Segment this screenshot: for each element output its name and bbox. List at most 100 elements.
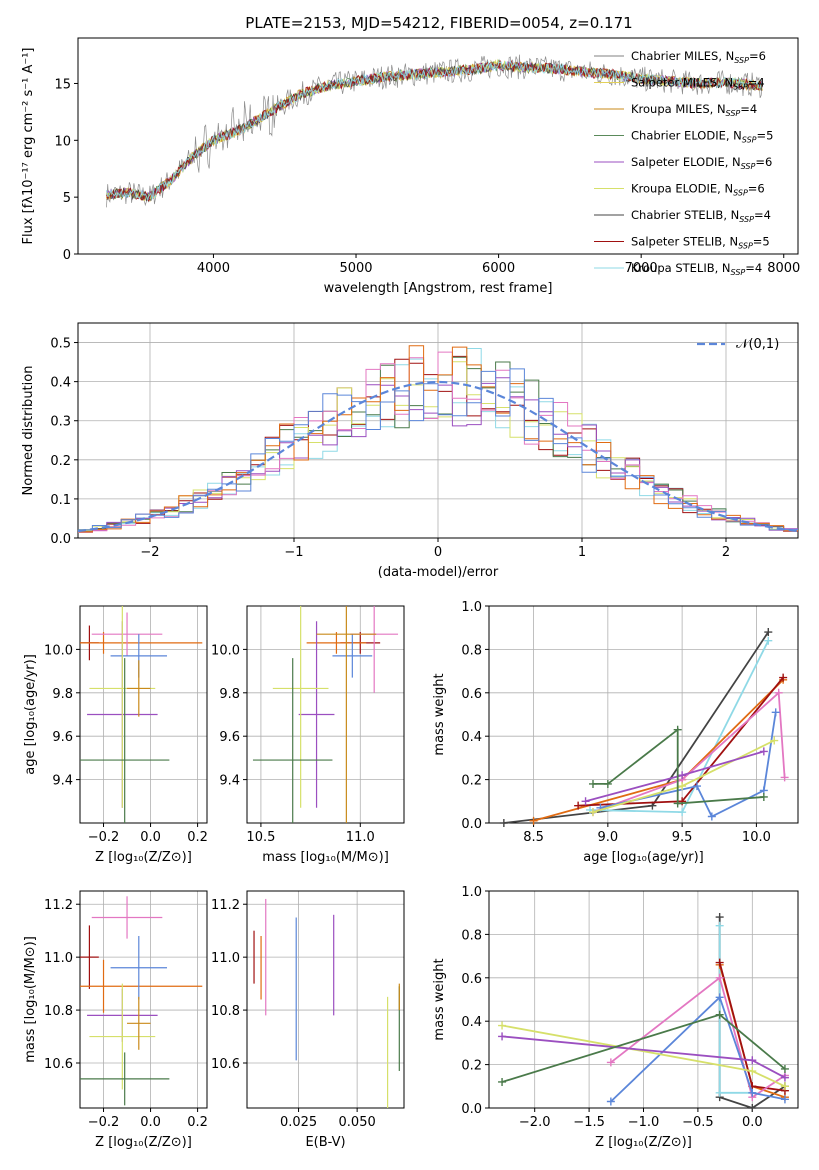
- data-point-marker: [678, 808, 687, 817]
- y-tick-label: 9.8: [219, 687, 240, 702]
- legend-label: Chabrier STELIB, NSSP=4: [631, 208, 771, 224]
- data-point-marker: [603, 779, 612, 788]
- panel-5: [76, 890, 208, 1112]
- x-tick-label: −2.0: [519, 1115, 551, 1130]
- legend-label: Salpeter ELODIE, NSSP=6: [631, 155, 772, 171]
- x-tick-label: 9.0: [598, 830, 619, 845]
- data-point-marker: [707, 812, 716, 821]
- x-tick-label: 0.0: [140, 830, 161, 845]
- x-tick-label: −1.5: [573, 1115, 605, 1130]
- x-axis-label: Z [log₁₀(Z/Z⊙)]: [95, 1135, 192, 1150]
- legend-label: Chabrier MILES, NSSP=6: [631, 49, 766, 65]
- data-point-marker: [574, 801, 583, 810]
- y-axis-label: Normed distribution: [21, 366, 36, 496]
- x-tick-label: −0.2: [88, 1115, 120, 1130]
- y-tick-label: 9.6: [219, 730, 240, 745]
- x-tick-label: 10.5: [246, 830, 275, 845]
- data-point-marker: [780, 1082, 789, 1091]
- x-tick-label: 10.0: [742, 830, 771, 845]
- data-point-marker: [748, 1056, 757, 1065]
- y-tick-label: 9.8: [52, 687, 73, 702]
- y-tick-label: 10.6: [211, 1057, 240, 1072]
- data-point-marker: [780, 1073, 789, 1082]
- legend-label: Kroupa MILES, NSSP=4: [631, 102, 757, 118]
- histogram-step: [78, 368, 798, 531]
- data-point-marker: [759, 747, 768, 756]
- legend-label: 𝒩(0,1): [736, 337, 779, 352]
- x-tick-label: −0.5: [682, 1115, 714, 1130]
- y-tick-label: 5: [63, 191, 71, 206]
- x-tick-label: 1: [578, 545, 586, 560]
- data-point-marker: [770, 736, 779, 745]
- y-tick-label: 11.0: [44, 951, 73, 966]
- x-tick-label: 8.5: [523, 830, 544, 845]
- x-tick-label: 4000: [197, 261, 230, 276]
- legend-label: Chabrier ELODIE, NSSP=5: [631, 129, 773, 145]
- plot-frame: [246, 890, 405, 1109]
- data-point-marker: [498, 1032, 507, 1041]
- data-point-marker: [748, 1104, 757, 1112]
- y-tick-label: 0.2: [461, 774, 482, 789]
- x-tick-label: 0.2: [187, 1115, 208, 1130]
- y-axis-label: mass [log₁₀(M/M⊙)]: [23, 936, 38, 1063]
- plot-frame: [488, 605, 799, 824]
- y-tick-label: 0.4: [461, 1015, 482, 1030]
- y-tick-label: 0.0: [461, 817, 482, 832]
- data-point-marker: [774, 688, 783, 697]
- data-point-marker: [673, 725, 682, 734]
- data-point-marker: [606, 1058, 615, 1067]
- panel-6: [243, 890, 405, 1112]
- x-axis-label: (data-model)/error: [378, 565, 499, 580]
- y-tick-label: 1.0: [461, 885, 482, 900]
- data-point-marker: [764, 636, 773, 645]
- y-tick-label: 11.2: [44, 898, 73, 913]
- x-axis-label: Z [log₁₀(Z/Z⊙)]: [95, 850, 192, 865]
- panel-3: [243, 605, 405, 827]
- data-point-marker: [499, 819, 508, 827]
- x-tick-label: 9.5: [672, 830, 693, 845]
- plot-frame: [77, 37, 799, 255]
- data-point-marker: [678, 782, 687, 791]
- x-tick-label: 0.0: [140, 1115, 161, 1130]
- series-line: [503, 631, 770, 824]
- y-tick-label: 10.6: [44, 1057, 73, 1072]
- x-tick-label: 0.050: [339, 1115, 376, 1130]
- y-tick-label: 0.4: [50, 376, 71, 391]
- x-tick-label: 11.0: [346, 830, 375, 845]
- x-tick-label: 6000: [482, 261, 515, 276]
- x-tick-label: 0.025: [280, 1115, 317, 1130]
- y-tick-label: 0.0: [461, 1102, 482, 1117]
- x-tick-label: 0.0: [742, 1115, 763, 1130]
- y-tick-label: 9.6: [52, 730, 73, 745]
- data-point-marker: [748, 1067, 757, 1076]
- y-tick-label: 0.4: [461, 730, 482, 745]
- y-tick-label: 0.2: [50, 454, 71, 469]
- data-point-marker: [715, 913, 724, 922]
- x-tick-label: 0.2: [187, 830, 208, 845]
- series-line: [610, 976, 786, 1099]
- plot-frame: [79, 890, 208, 1109]
- data-point-marker: [588, 779, 597, 788]
- data-point-marker: [715, 1010, 724, 1019]
- data-point-marker: [498, 1021, 507, 1030]
- legend-label: Kroupa STELIB, NSSP=4: [631, 261, 762, 277]
- series-line: [585, 750, 765, 803]
- plot-frame: [79, 605, 208, 824]
- x-axis-label: wavelength [Angstrom, rest frame]: [324, 281, 553, 296]
- y-tick-label: 9.4: [219, 774, 240, 789]
- y-tick-label: 0.6: [461, 972, 482, 987]
- x-axis-label: Z [log₁₀(Z/Z⊙)]: [595, 1135, 692, 1150]
- y-tick-label: 10.8: [211, 1004, 240, 1019]
- x-tick-label: −2: [140, 545, 159, 560]
- y-tick-label: 1.0: [461, 600, 482, 615]
- y-axis-label: Flux [fλ10⁻¹⁷ erg cm⁻² s⁻¹ A⁻¹]: [21, 48, 36, 245]
- y-tick-label: 0.0: [50, 532, 71, 547]
- x-axis-label: mass [log₁₀(M/M⊙)]: [262, 850, 389, 865]
- data-point-marker: [764, 628, 773, 637]
- series-line: [610, 995, 786, 1103]
- data-point-marker: [588, 808, 597, 817]
- series-line: [592, 690, 786, 813]
- figure-title: PLATE=2153, MJD=54212, FIBERID=0054, z=0…: [245, 14, 632, 32]
- data-point-marker: [715, 921, 724, 930]
